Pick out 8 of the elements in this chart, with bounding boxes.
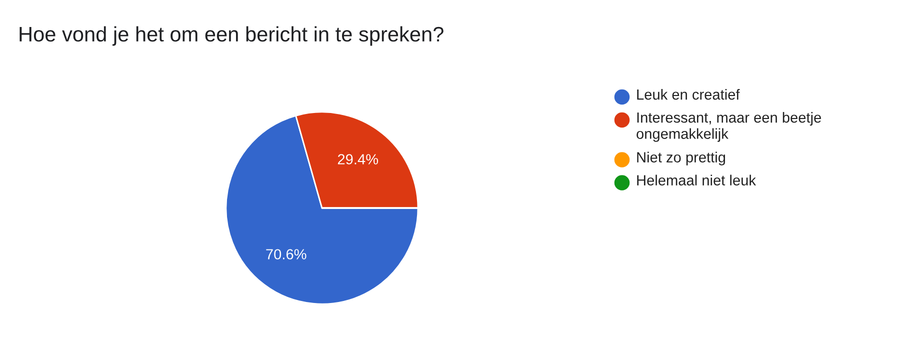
legend-label: Interessant, maar een beetje ongemakkelijk — [636, 112, 821, 142]
legend-label: Leuk en creatief — [637, 89, 740, 100]
pie-slice — [225, 114, 419, 305]
legend-label: Niet zo prettig — [637, 152, 726, 166]
data-label: 70.6% — [266, 249, 306, 260]
legend-label: Helemaal niet leuk — [637, 174, 756, 186]
chart-title: Hoe vond je het om een bericht in te spreken? — [20, 26, 444, 46]
data-label: 29.4% — [338, 154, 378, 164]
